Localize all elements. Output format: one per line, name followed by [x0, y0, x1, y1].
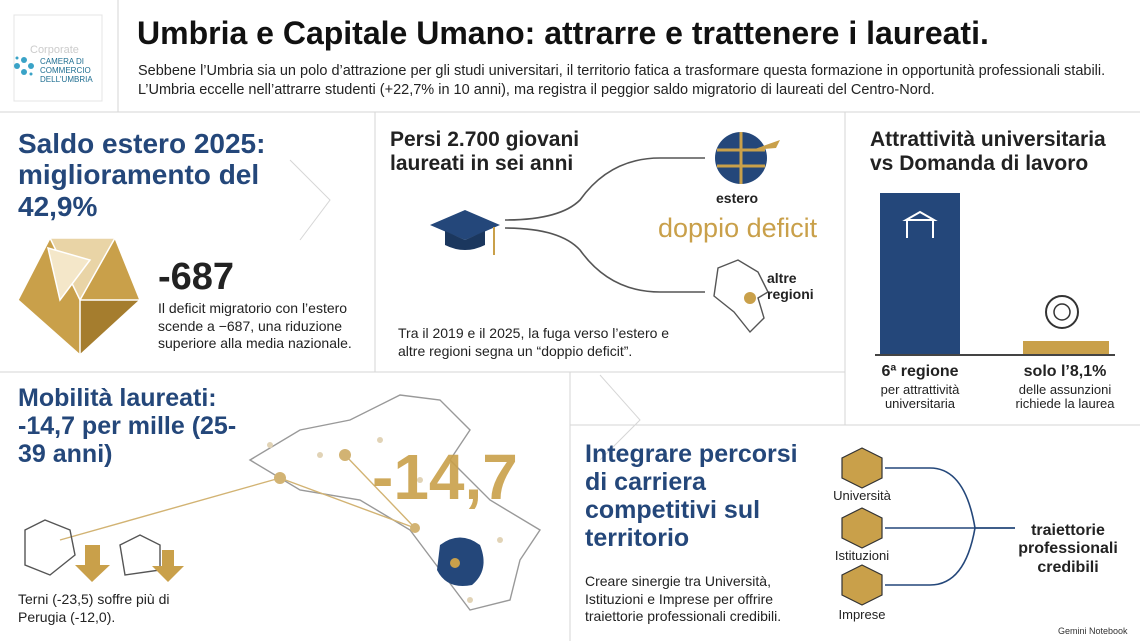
- mobilita-text: Terni (-23,5) soffre più di Perugia (-12…: [18, 591, 170, 625]
- saldo-figure: -687: [158, 256, 235, 298]
- node-label: Università: [833, 488, 891, 503]
- mobilita-figure: -14,7: [372, 441, 518, 513]
- logo-faded: Corporate: [30, 44, 79, 56]
- mobilita-title: Mobilità laureati: -14,7 per mille (25-3…: [18, 384, 237, 468]
- attrattivita-title: Attrattività universitaria vs Domanda di…: [870, 128, 1106, 175]
- regioni-label: altre regioni: [767, 270, 814, 302]
- logo: CAMERA DI COMMERCIO DELL'UMBRIA: [40, 57, 93, 84]
- saldo-text: Il deficit migratorio con l’estero scend…: [158, 300, 352, 351]
- deficit-label: doppio deficit: [658, 213, 818, 243]
- footer: Gemini Notebook: [1058, 626, 1128, 636]
- right-text: delle assunzioni richiede la laurea: [1015, 382, 1115, 412]
- saldo-title: Saldo estero 2025: miglioramento del 42,…: [18, 128, 266, 222]
- persi-title: Persi 2.700 giovani laureati in sei anni: [390, 128, 580, 175]
- integrare-text: Creare sinergie tra Università, Istituzi…: [585, 573, 782, 624]
- main-title: Umbria e Capitale Umano: attrarre e trat…: [137, 15, 989, 51]
- estero-label: estero: [716, 190, 759, 206]
- node-label: Imprese: [838, 607, 886, 622]
- left-text: per attrattività universitaria: [880, 382, 960, 412]
- persi-text: Tra il 2019 e il 2025, la fuga verso l’e…: [398, 325, 670, 359]
- node-label: Istituzioni: [834, 548, 890, 563]
- result-label: traiettorie professionali credibili: [1018, 522, 1118, 576]
- left-head: 6ª regione: [881, 363, 959, 380]
- subtitle: Sebbene l’Umbria sia un polo d’attrazion…: [138, 63, 1106, 98]
- right-head: solo l’8,1%: [1023, 363, 1107, 380]
- integrare-title: Integrare percorsi di carriera competiti…: [585, 440, 798, 552]
